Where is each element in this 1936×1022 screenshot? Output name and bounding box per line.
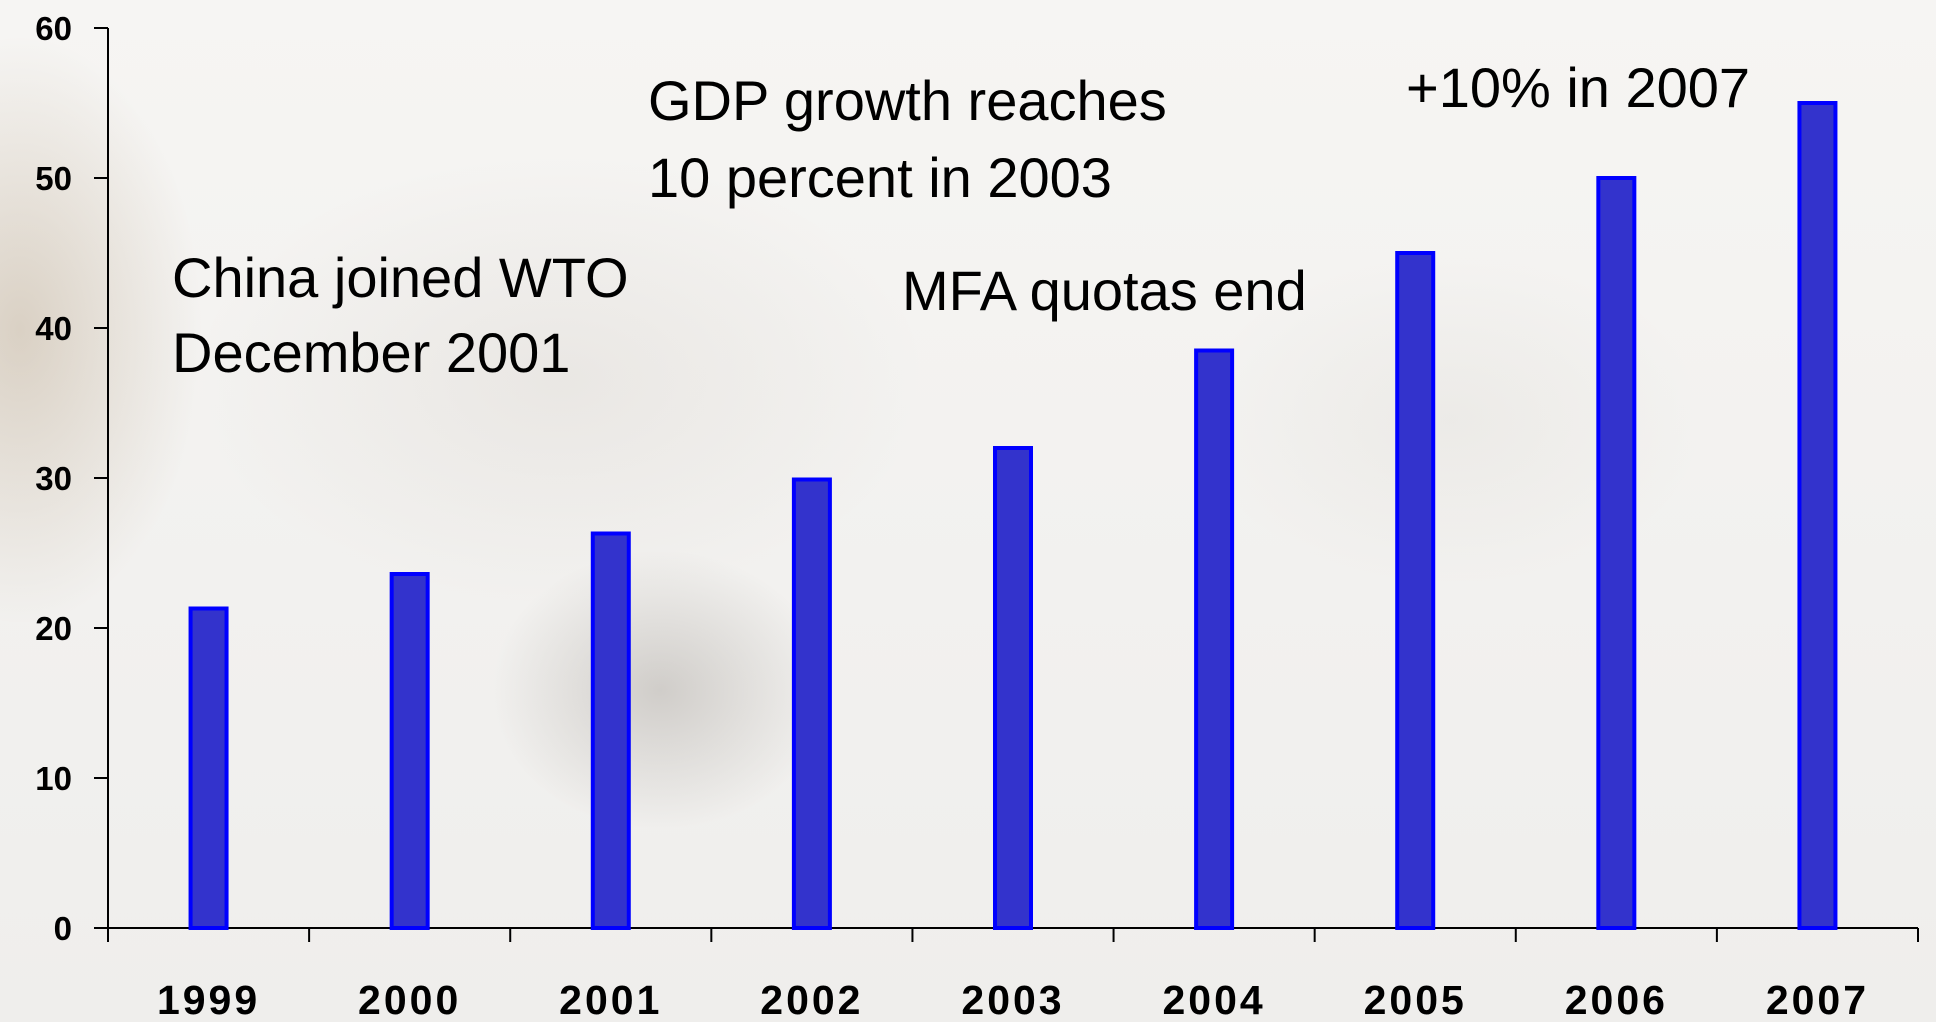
y-tick-label: 50 xyxy=(35,160,72,197)
bar-2002 xyxy=(791,477,832,930)
x-tick-label: 2007 xyxy=(1766,977,1869,1022)
y-tick-label: 0 xyxy=(54,910,72,947)
x-tick-label: 1999 xyxy=(157,977,260,1022)
bar-2001 xyxy=(590,531,631,930)
x-tick-label: 2000 xyxy=(358,977,461,1022)
x-tick-label: 2006 xyxy=(1565,977,1668,1022)
bar-2006 xyxy=(1596,176,1637,930)
x-axis: 1999 2000 2001 2002 2003 2004 2005 2006 2007 xyxy=(107,927,1919,1022)
y-tick-label: 30 xyxy=(35,460,72,497)
x-tick-label: 2005 xyxy=(1364,977,1467,1022)
y-tick-label: 10 xyxy=(35,760,72,797)
y-axis: 0 10 20 30 40 50 60 xyxy=(35,10,109,947)
annotation-mfa-quotas: MFA quotas end xyxy=(902,259,1307,322)
y-tick-label: 20 xyxy=(35,610,72,647)
bar-2005 xyxy=(1395,251,1436,930)
bar-2004 xyxy=(1194,348,1235,930)
x-tick-label: 2001 xyxy=(559,977,662,1022)
y-tick-label: 40 xyxy=(35,310,72,347)
annotation-wto: China joined WTO December 2001 xyxy=(172,246,644,384)
bar-2000 xyxy=(389,572,430,930)
bar-1999 xyxy=(188,606,229,930)
bar-2003 xyxy=(993,446,1033,930)
x-tick-label: 2003 xyxy=(961,977,1064,1022)
bars xyxy=(188,101,1838,930)
annotation-gdp-growth: GDP growth reaches 10 percent in 2003 xyxy=(648,69,1182,209)
x-tick-label: 2004 xyxy=(1163,977,1266,1022)
annotation-2007-growth: +10% in 2007 xyxy=(1406,56,1750,119)
y-tick-label: 60 xyxy=(35,10,72,47)
x-tick-label: 2002 xyxy=(760,977,863,1022)
bar-2007 xyxy=(1797,101,1838,930)
